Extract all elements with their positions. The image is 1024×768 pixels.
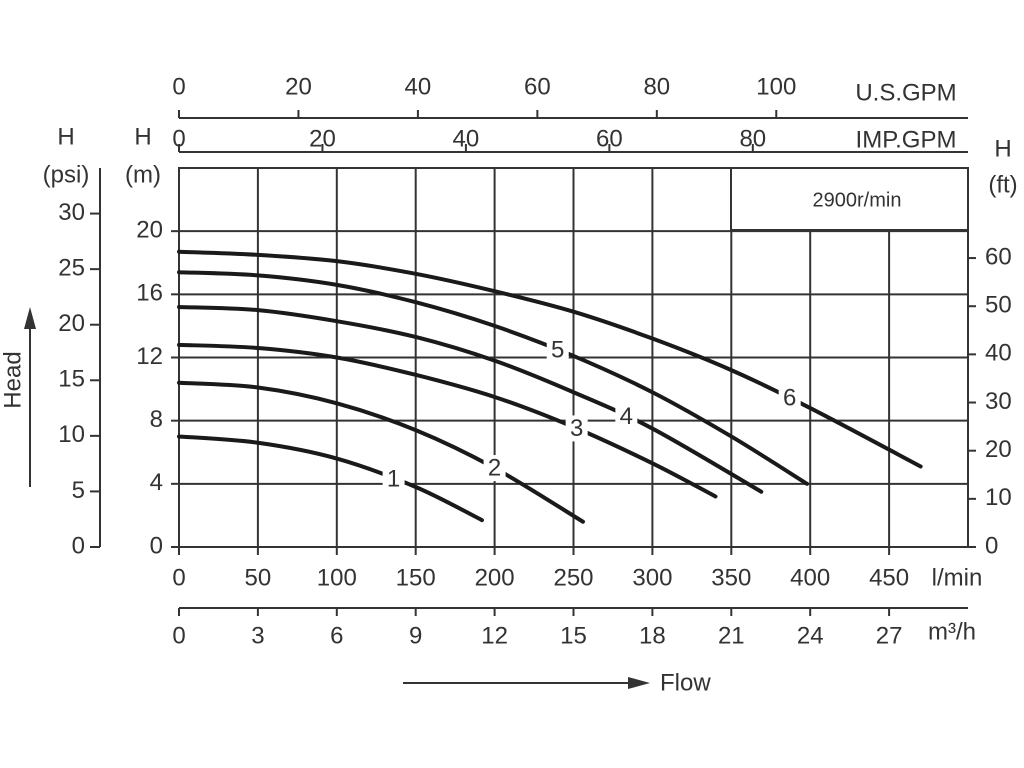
y-tick-label: 0: [150, 532, 163, 559]
x-tick-label: 350: [711, 564, 751, 591]
x-tick-label: 20: [309, 125, 336, 152]
y-tick-label: 4: [150, 469, 163, 496]
x-tick-label: 150: [396, 564, 436, 591]
y-tick-label: 20: [985, 436, 1012, 463]
x-tick-label: 50: [245, 564, 272, 591]
psi-unit: (psi): [43, 161, 90, 188]
y-tick-label: 60: [985, 243, 1012, 270]
x-tick-label: 60: [524, 73, 551, 100]
y-tick-label: 0: [72, 532, 85, 559]
impgpm-unit: IMP.GPM: [856, 126, 957, 153]
x-tick-label: 0: [172, 73, 185, 100]
curve-label-bg: [778, 385, 801, 412]
x-unit: l/min: [932, 564, 983, 591]
m-label: H: [134, 123, 151, 150]
curve-label-bg: [483, 455, 506, 482]
x-tick-label: 20: [285, 73, 312, 100]
curve-label-bg: [615, 403, 638, 430]
x-tick-label: 12: [481, 622, 508, 649]
y-tick-label: 25: [58, 254, 85, 281]
x-tick-label: 21: [718, 622, 745, 649]
curve: [177, 342, 718, 499]
x-tick-label: 9: [409, 622, 422, 649]
x-tick-label: 80: [739, 125, 766, 152]
x-tick-label: 40: [453, 125, 480, 152]
head-arrow-head: [24, 307, 36, 329]
x-title: Flow: [660, 669, 711, 696]
x-tick-label: 40: [405, 73, 432, 100]
curve-label: 2: [488, 454, 501, 481]
x-tick-label: 80: [643, 73, 670, 100]
y-tick-label: 50: [985, 292, 1012, 319]
x-tick-label: 200: [475, 564, 515, 591]
curve-label-bg: [565, 415, 588, 442]
y-tick-label: 10: [985, 484, 1012, 511]
x-tick-label: 300: [632, 564, 672, 591]
y-tick-label: 8: [150, 406, 163, 433]
x-tick-label: 18: [639, 622, 666, 649]
y-tick-label: 30: [58, 199, 85, 226]
y-tick-label: 16: [136, 280, 163, 307]
y-tick-label: 10: [58, 421, 85, 448]
y-tick-label: 0: [985, 532, 998, 559]
ft-unit: (ft): [988, 171, 1017, 198]
x-tick-label: 15: [560, 622, 587, 649]
x-tick-label: 100: [756, 73, 796, 100]
x-tick-label: 3: [251, 622, 264, 649]
flow-arrow-head: [628, 677, 650, 689]
psi-label: H: [57, 123, 74, 150]
x-tick-label: 0: [172, 622, 185, 649]
y-tick-label: 12: [136, 343, 163, 370]
x-tick-label: 0: [172, 564, 185, 591]
curve-label-bg: [382, 466, 405, 493]
speed-label: 2900r/min: [813, 189, 902, 211]
y-tick-label: 5: [72, 477, 85, 504]
y-title: Head: [0, 351, 26, 408]
x-tick-label: 400: [790, 564, 830, 591]
curve-label-bg: [546, 336, 569, 363]
curve-label: 5: [551, 336, 564, 363]
curve-label: 6: [783, 385, 796, 412]
x-tick-label: 0: [172, 125, 185, 152]
curve: [177, 434, 484, 523]
m3h-unit: m³/h: [928, 618, 976, 645]
x-tick-label: 450: [869, 564, 909, 591]
curve: [177, 270, 810, 486]
y-tick-label: 40: [985, 340, 1012, 367]
curve: [177, 380, 585, 524]
curve-label: 4: [620, 403, 633, 430]
curve-label: 1: [387, 465, 400, 492]
y-tick-label: 20: [58, 310, 85, 337]
x-tick-label: 250: [553, 564, 593, 591]
ft-label: H: [994, 135, 1011, 162]
x-tick-label: 60: [596, 125, 623, 152]
x-tick-label: 24: [797, 622, 824, 649]
curve-label: 3: [570, 415, 583, 442]
x-tick-label: 100: [317, 564, 357, 591]
y-tick-label: 30: [985, 388, 1012, 415]
y-tick-label: 20: [136, 217, 163, 244]
m-unit: (m): [125, 161, 161, 188]
y-tick-label: 15: [58, 366, 85, 393]
x-tick-label: 27: [876, 622, 903, 649]
curve: [177, 304, 764, 494]
usgpm-unit: U.S.GPM: [855, 79, 956, 106]
x-tick-label: 6: [330, 622, 343, 649]
